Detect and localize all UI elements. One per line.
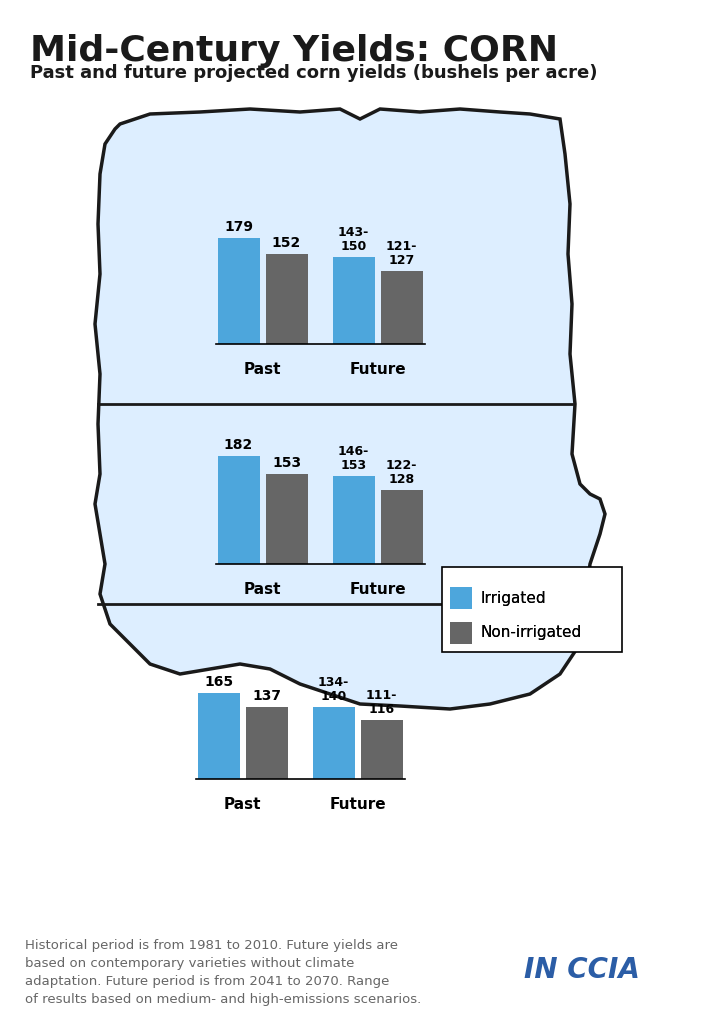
FancyBboxPatch shape: [450, 622, 472, 644]
Text: Irrigated: Irrigated: [480, 591, 546, 605]
Text: Future: Future: [349, 582, 406, 597]
Text: 153: 153: [272, 456, 301, 470]
Text: 134-
140: 134- 140: [318, 677, 349, 703]
FancyBboxPatch shape: [332, 257, 375, 344]
Text: IN CCIA: IN CCIA: [524, 956, 640, 984]
Text: 111-
116: 111- 116: [366, 689, 397, 716]
Text: Past and future projected corn yields (bushels per acre): Past and future projected corn yields (b…: [30, 63, 597, 82]
FancyBboxPatch shape: [380, 490, 423, 564]
FancyBboxPatch shape: [450, 587, 472, 609]
Text: Future: Future: [329, 797, 386, 812]
Text: Past: Past: [244, 582, 281, 597]
Text: Past: Past: [223, 797, 262, 812]
FancyBboxPatch shape: [380, 270, 423, 344]
FancyBboxPatch shape: [450, 622, 472, 644]
FancyBboxPatch shape: [450, 587, 472, 609]
FancyBboxPatch shape: [332, 476, 375, 564]
Text: Non-irrigated: Non-irrigated: [480, 626, 581, 640]
Text: Future: Future: [349, 362, 406, 377]
Text: 165: 165: [204, 675, 233, 689]
FancyBboxPatch shape: [442, 567, 622, 652]
Text: 143-
150: 143- 150: [338, 226, 369, 253]
Text: 122-
128: 122- 128: [386, 459, 417, 486]
Text: 152: 152: [272, 237, 301, 250]
FancyBboxPatch shape: [197, 693, 240, 779]
FancyBboxPatch shape: [266, 254, 308, 344]
Text: Mid-Century Yields: CORN: Mid-Century Yields: CORN: [30, 34, 558, 68]
Text: 121-
127: 121- 127: [386, 240, 417, 266]
FancyBboxPatch shape: [218, 239, 259, 344]
FancyBboxPatch shape: [266, 473, 308, 564]
Text: Non-irrigated: Non-irrigated: [480, 626, 581, 640]
Text: 179: 179: [224, 220, 253, 234]
Text: Irrigated: Irrigated: [480, 591, 546, 605]
Polygon shape: [95, 109, 605, 709]
FancyBboxPatch shape: [245, 708, 288, 779]
Text: Historical period is from 1981 to 2010. Future yields are
based on contemporary : Historical period is from 1981 to 2010. …: [25, 939, 421, 1006]
Text: Past: Past: [244, 362, 281, 377]
Text: 146-
153: 146- 153: [338, 444, 369, 472]
Text: 137: 137: [252, 689, 281, 703]
FancyBboxPatch shape: [218, 457, 259, 564]
Text: 182: 182: [224, 438, 253, 453]
FancyBboxPatch shape: [312, 708, 354, 779]
FancyBboxPatch shape: [361, 720, 402, 779]
